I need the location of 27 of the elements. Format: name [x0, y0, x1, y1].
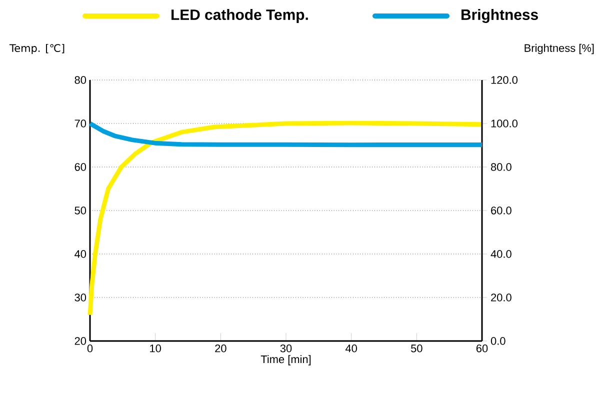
line-series	[88, 120, 484, 318]
y2-tick-label: 20.0	[491, 294, 512, 302]
x-tick-label: 30	[280, 344, 292, 352]
y-tick-label: 70	[74, 120, 86, 128]
y-tick-label: 40	[74, 250, 86, 258]
x-tick-label: 20	[215, 344, 226, 352]
y-tick-label: 80	[74, 76, 86, 84]
y-tick-label: 50	[74, 206, 86, 214]
legend-label: LED cathode Temp.	[172, 9, 308, 23]
x-tick-label: 40	[345, 344, 357, 352]
y2-tick-label: 40.0	[490, 250, 512, 258]
y-tick-label: 60	[74, 163, 86, 171]
y-axis-title: Temp. [℃]	[9, 44, 64, 54]
y2-tick-label: 120.0	[491, 76, 518, 84]
y2-tick-label: 100.0	[491, 120, 518, 128]
x-tick-label: 50	[411, 344, 422, 352]
y-tick-label: 20	[74, 337, 86, 345]
y-tick-label: 30	[74, 294, 86, 302]
x-axis-title: Time [min]	[260, 355, 311, 366]
x-tick-label: 0	[87, 344, 93, 352]
y2-tick-label: 0.0	[490, 337, 506, 345]
y2-tick-label: 60.0	[491, 206, 512, 214]
x-tick-label: 10	[150, 344, 161, 352]
y2-tick-label: 80.0	[490, 163, 512, 171]
x-tick-label: 60	[476, 344, 488, 352]
legend-label: Brightness	[462, 9, 538, 23]
y2-axis-title: Brightness [%]	[524, 44, 594, 54]
